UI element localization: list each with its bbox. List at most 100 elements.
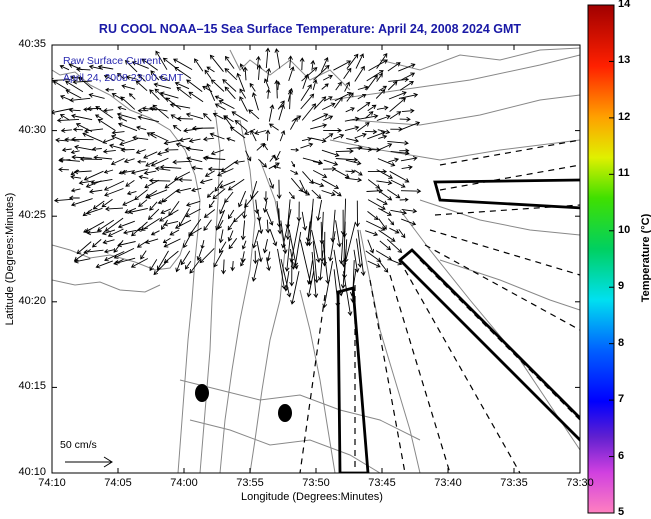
current-vector xyxy=(71,136,94,142)
current-vector xyxy=(126,190,137,196)
current-vector xyxy=(262,200,268,213)
current-vector xyxy=(287,90,293,110)
restricted-zones xyxy=(336,178,580,473)
current-vector xyxy=(344,116,360,122)
current-vector xyxy=(322,102,336,111)
current-vector xyxy=(321,149,340,158)
current-vector xyxy=(200,239,205,250)
current-vector xyxy=(180,250,191,266)
current-vector xyxy=(194,58,204,72)
current-vector xyxy=(248,109,260,120)
current-vector xyxy=(152,104,169,119)
axis-ticks xyxy=(51,44,581,474)
current-vector xyxy=(379,240,392,251)
current-vector xyxy=(145,189,168,199)
current-vector xyxy=(387,189,401,199)
x-tick-label: 73:35 xyxy=(500,477,528,489)
current-vector xyxy=(322,240,331,285)
current-vector xyxy=(401,208,418,214)
depth-contour-7 xyxy=(329,139,580,161)
current-vector xyxy=(301,103,317,121)
current-vector xyxy=(208,200,215,209)
current-vector xyxy=(158,75,170,82)
x-tick-label: 73:40 xyxy=(434,477,462,489)
current-vector xyxy=(400,72,416,81)
current-vector xyxy=(86,230,102,236)
y-tick-label: 40:25 xyxy=(18,209,46,222)
colorbar-tick-label: 7 xyxy=(618,393,625,406)
current-vector xyxy=(356,122,370,132)
current-vector xyxy=(137,159,146,164)
current-vector xyxy=(367,211,379,221)
current-vector xyxy=(285,221,291,241)
current-vector xyxy=(206,66,215,73)
current-vector xyxy=(175,142,192,150)
current-vector xyxy=(75,66,91,72)
current-vector xyxy=(155,50,168,70)
current-vector xyxy=(346,137,360,143)
current-vector xyxy=(173,58,193,70)
current-vector xyxy=(71,113,93,121)
current-vector xyxy=(367,239,375,254)
current-vector xyxy=(224,67,238,81)
current-vector xyxy=(140,218,160,231)
current-vector xyxy=(300,189,311,196)
current-vector xyxy=(388,91,407,100)
current-vector xyxy=(322,261,334,309)
current-vector xyxy=(398,63,416,72)
current-vector xyxy=(321,178,340,190)
current-vector xyxy=(302,73,310,90)
current-vector xyxy=(95,105,113,119)
current-vector xyxy=(88,92,105,99)
current-vector xyxy=(111,130,125,136)
zone-diagonal xyxy=(397,248,580,442)
current-vector xyxy=(306,260,313,285)
current-vector xyxy=(128,207,148,215)
current-vector xyxy=(377,158,396,167)
current-vector xyxy=(300,142,314,149)
current-vector xyxy=(237,190,247,208)
current-vector xyxy=(265,47,271,69)
current-vector xyxy=(343,271,353,317)
current-vector xyxy=(266,210,274,226)
current-vector xyxy=(157,151,169,156)
current-vector xyxy=(387,218,395,226)
current-vector xyxy=(310,59,316,71)
current-vector xyxy=(143,151,158,159)
current-vector xyxy=(149,132,169,142)
current-vector xyxy=(399,81,414,91)
current-vector xyxy=(78,76,93,90)
current-vector xyxy=(322,166,337,172)
current-vector xyxy=(212,112,224,120)
current-vector xyxy=(378,260,389,273)
current-vector xyxy=(378,218,387,230)
current-vector xyxy=(188,227,202,236)
current-vector xyxy=(338,231,344,265)
current-vector xyxy=(317,250,324,281)
current-vector xyxy=(214,103,226,111)
current-vector xyxy=(207,166,224,172)
current-vector xyxy=(296,201,302,222)
current-vector xyxy=(252,229,260,249)
current-vector xyxy=(398,228,406,239)
current-vector xyxy=(322,74,333,81)
current-vector xyxy=(91,239,102,248)
current-vector xyxy=(105,206,124,212)
current-vector xyxy=(357,93,367,100)
current-vector xyxy=(400,121,421,131)
current-vector xyxy=(254,130,267,136)
current-vector xyxy=(72,127,84,132)
current-vector xyxy=(302,157,323,165)
current-vector xyxy=(185,260,192,270)
current-vector xyxy=(159,209,179,222)
current-vector xyxy=(367,179,381,189)
current-vector xyxy=(196,249,203,261)
current-vector xyxy=(400,156,418,162)
current-vector xyxy=(367,104,377,112)
current-vector xyxy=(388,77,410,83)
current-vector xyxy=(353,169,363,176)
current-vector xyxy=(233,159,245,165)
current-vector xyxy=(69,97,91,103)
depth-contour-15 xyxy=(189,419,381,473)
current-vector xyxy=(136,125,147,131)
